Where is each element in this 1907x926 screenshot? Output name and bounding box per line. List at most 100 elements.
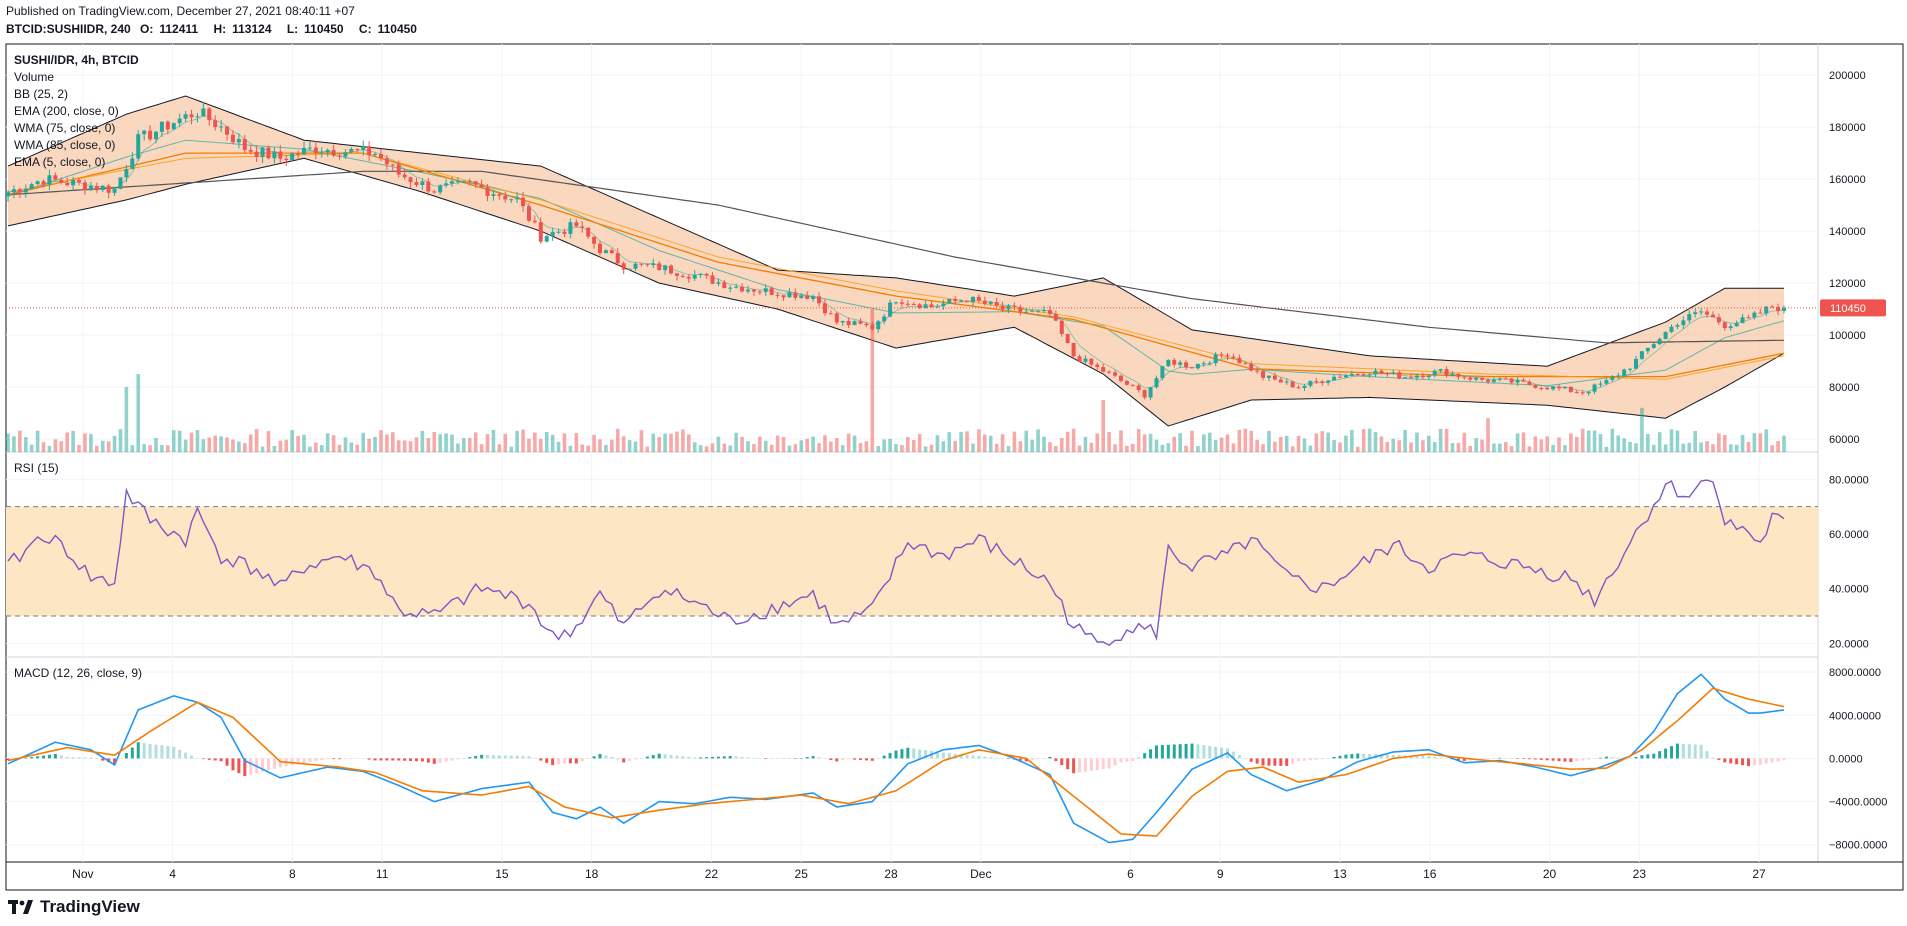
candle-body [1681,320,1686,326]
volume-bar [308,446,312,452]
macd-histogram-bar [1445,758,1449,759]
candle-body [1201,363,1206,365]
volume-bar [396,440,401,452]
legend-ema200[interactable]: EMA (200, close, 0) [14,104,119,118]
macd-histogram-bar [799,758,803,759]
macd-histogram-bar [1154,745,1158,759]
volume-bar [870,309,875,452]
macd-histogram-bar [1616,757,1620,759]
x-tick-label: 16 [1423,867,1437,881]
macd-histogram-bar [1042,758,1046,759]
macd-histogram-bar [320,758,324,761]
macd-histogram-bar [1320,758,1324,760]
legend-wma85[interactable]: WMA (85, close, 0) [14,138,115,152]
legend-ema5[interactable]: EMA (5, close, 0) [14,155,105,169]
volume-bar [787,445,792,452]
macd-histogram-bar [657,753,661,759]
candle-body [1225,355,1230,357]
candle-body [911,304,916,306]
macd-histogram-bar [539,758,543,761]
macd-histogram-bar [1149,749,1153,759]
macd-histogram-bar [486,755,490,759]
candle-body [491,194,496,196]
volume-bar [414,437,419,452]
candle-body [870,325,875,330]
candle-body [1663,332,1668,339]
macd-histogram-bar [1598,757,1602,759]
macd-histogram-bar [480,754,484,759]
volume-bar [1486,418,1490,452]
macd-histogram-bar [314,758,318,762]
x-tick-label: 9 [1217,867,1224,881]
macd-histogram-bar [1776,758,1780,762]
volume-bar [988,435,993,452]
macd-histogram-bar [864,758,868,761]
candle-body [100,185,105,191]
volume-bar [1077,445,1082,452]
macd-histogram-bar [326,758,330,760]
volume-bar [6,433,10,452]
price-tick-label: 140000 [1829,226,1866,238]
macd-histogram-bar [166,746,170,759]
macd-histogram-bar [527,756,531,759]
macd-histogram-bar [1421,755,1425,759]
macd-histogram-bar [1285,758,1289,766]
volume-bar [1628,441,1632,452]
macd-legend[interactable]: MACD (12, 26, close, 9) [14,666,142,680]
macd-histogram-bar [1462,758,1466,761]
macd-histogram-bar [681,756,685,759]
legend-bb[interactable]: BB (25, 2) [14,87,68,101]
macd-histogram-bar [468,757,472,759]
candle-body [59,179,64,183]
legend-volume[interactable]: Volume [14,70,54,84]
candle-body [390,164,395,166]
candle-body [852,321,857,326]
macd-histogram-bar [1060,758,1064,766]
rsi-legend[interactable]: RSI (15) [14,461,59,475]
candle-body [1361,374,1366,376]
legend-wma75[interactable]: WMA (75, close, 0) [14,121,115,135]
volume-bar [83,433,87,452]
macd-histogram-bar [190,755,194,759]
volume-bar [1723,434,1727,452]
volume-bar [805,438,809,452]
candle-body [1746,317,1751,319]
macd-histogram-bar [160,745,164,759]
volume-bar [1314,433,1319,452]
macd-signal-line [7,687,1785,837]
volume-bar [1095,433,1100,452]
candle-body [526,206,531,221]
macd-histogram-bar [1581,758,1585,761]
volume-bar [864,441,869,452]
macd-histogram-bar [201,758,205,760]
x-tick-label: 25 [795,867,809,881]
volume-bar [1379,436,1384,452]
candle-body [88,186,93,191]
candle-body [130,158,135,170]
candle-body [1243,363,1248,365]
candle-body [982,300,987,304]
candle-body [1782,307,1786,311]
volume-bar [746,441,750,452]
macd-tick-label: −8000.0000 [1829,840,1887,852]
candle-body [1018,307,1023,312]
macd-histogram-bar [728,756,732,759]
candle-body [1320,381,1325,383]
macd-histogram-bar [1338,755,1342,759]
x-tick-label: 27 [1752,867,1766,881]
volume-bar [994,443,999,452]
macd-histogram-bar [1427,756,1431,759]
last-price-badge [1820,299,1886,317]
price-tick-label: 60000 [1829,434,1860,446]
macd-histogram-bar [509,755,513,759]
candle-body [935,306,940,308]
macd-histogram-bar [675,755,679,759]
volume-bar [1492,443,1496,452]
candle-body [154,131,158,140]
volume-bar [1320,431,1325,452]
macd-histogram-bar [1486,758,1490,759]
macd-histogram-bar [1178,744,1182,759]
volume-bar [1403,429,1407,452]
volume-bar [556,441,561,452]
